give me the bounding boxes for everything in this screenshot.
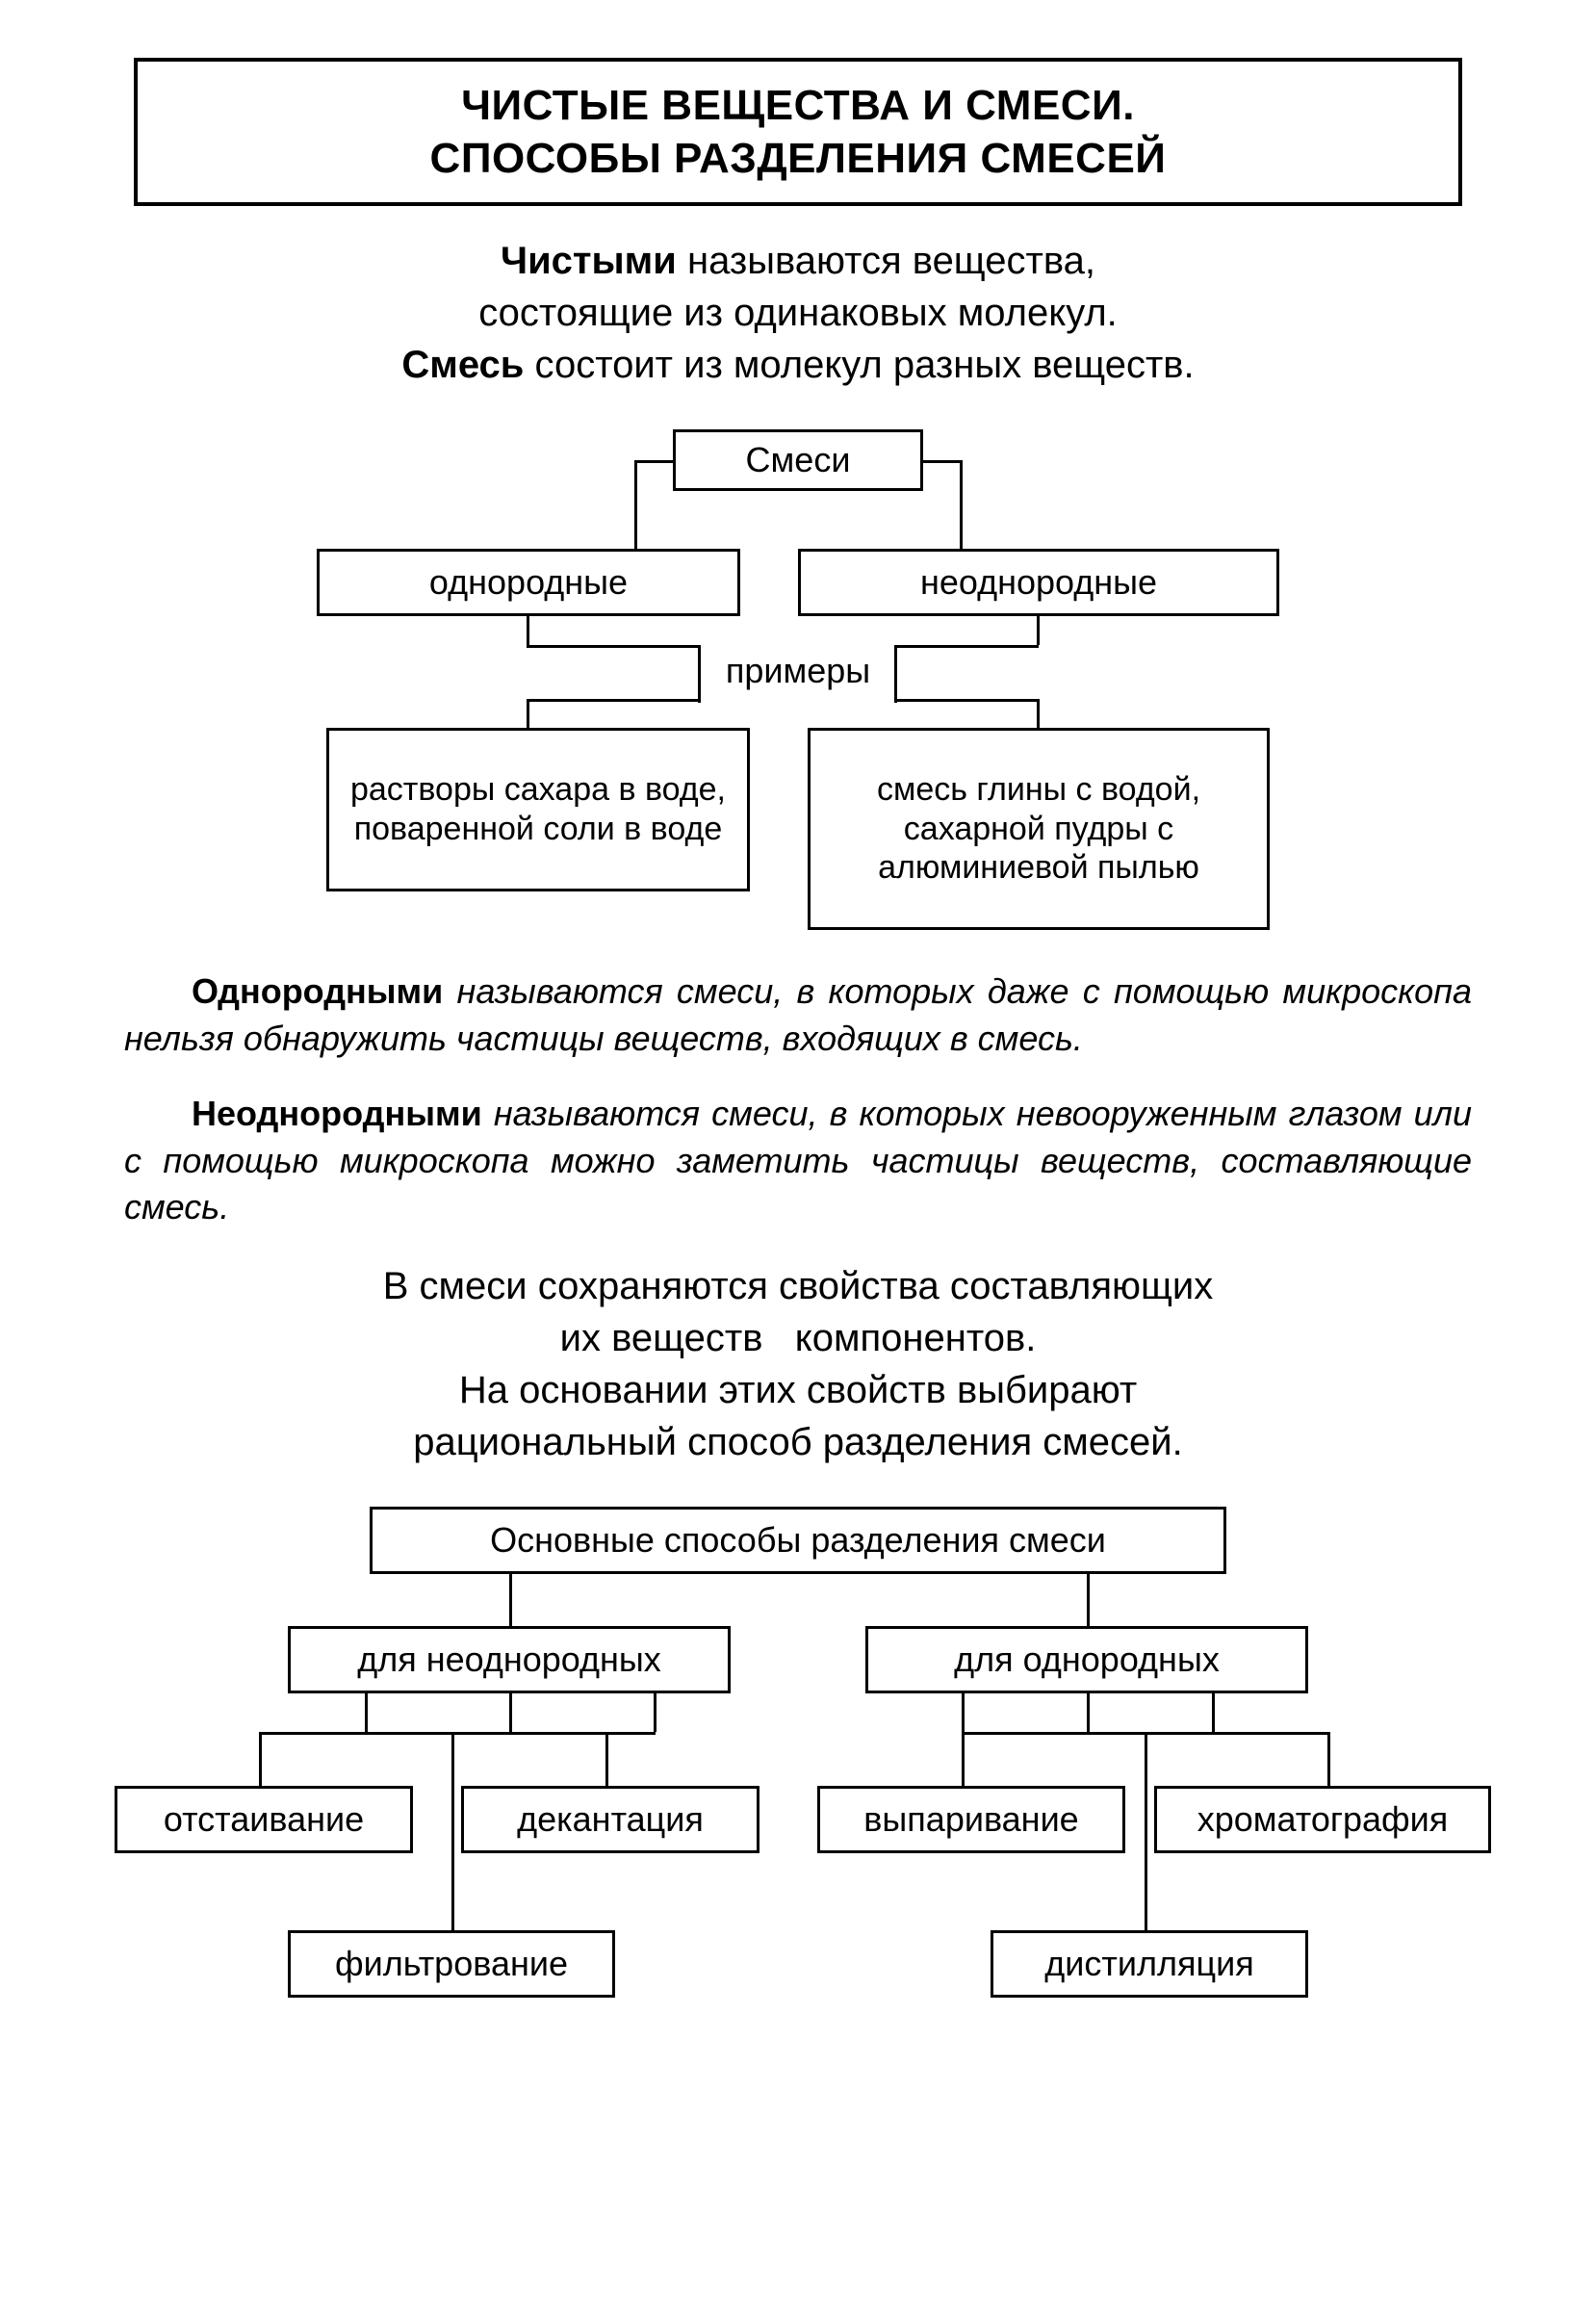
- definition-heterogeneous: Неоднородными называются смеси, в которы…: [124, 1091, 1472, 1231]
- node-distillation-label: дистилляция: [1044, 1943, 1253, 1984]
- title-line-1: ЧИСТЫЕ ВЕЩЕСТВА И СМЕСИ.: [167, 79, 1429, 132]
- connector: [527, 616, 529, 645]
- node-filtration-label: фильтрование: [335, 1943, 568, 1984]
- node-for-homo: для однородных: [865, 1626, 1308, 1693]
- intro-block: Чистыми называются вещества, состоящие и…: [100, 235, 1496, 391]
- connector: [259, 1732, 656, 1735]
- node-heterogeneous: неоднородные: [798, 549, 1279, 616]
- connector: [509, 1574, 512, 1626]
- node-decantation: декантация: [461, 1786, 759, 1853]
- mid-l3: На основании этих свойств выбирают: [459, 1369, 1137, 1411]
- node-methods-root-label: Основные способы разделения смеси: [490, 1519, 1106, 1561]
- connector: [654, 1693, 656, 1732]
- node-example-right-label: смесь глины с водой, сахарной пудры с ал…: [820, 770, 1257, 888]
- node-example-left: растворы сахара в воде, поваренной соли …: [326, 728, 750, 891]
- node-evaporation: выпаривание: [817, 1786, 1125, 1853]
- connector: [451, 1732, 454, 1930]
- connector: [962, 1693, 965, 1732]
- node-sedimentation-label: отстаивание: [164, 1798, 364, 1840]
- diagram-mixtures: Смеси однородные неоднородные примеры: [124, 429, 1472, 968]
- title-box: ЧИСТЫЕ ВЕЩЕСТВА И СМЕСИ. СПОСОБЫ РАЗДЕЛЕ…: [134, 58, 1462, 206]
- intro-text-2: состоящие из одинаковых молекул.: [478, 292, 1118, 334]
- node-evaporation-label: выпаривание: [863, 1798, 1078, 1840]
- node-for-homo-label: для однородных: [954, 1639, 1220, 1680]
- node-chromatography: хроматография: [1154, 1786, 1491, 1853]
- node-homogeneous: однородные: [317, 549, 740, 616]
- node-for-hetero: для неоднородных: [288, 1626, 731, 1693]
- node-example-right: смесь глины с водой, сахарной пудры с ал…: [808, 728, 1270, 930]
- node-root: Смеси: [673, 429, 923, 491]
- connector: [259, 1732, 262, 1786]
- connector: [894, 645, 897, 703]
- diagram-methods: Основные способы разделения смеси для не…: [95, 1507, 1501, 2027]
- mid-l4: рациональный способ разделения смесей.: [413, 1421, 1182, 1463]
- intro-bold-2: Смесь: [401, 344, 524, 386]
- connector: [527, 645, 700, 648]
- connector: [1087, 1693, 1090, 1732]
- connector: [527, 699, 529, 728]
- intro-bold-1: Чистыми: [501, 240, 677, 282]
- mid-l1: В смеси сохраняются свойства составляющи…: [383, 1265, 1214, 1307]
- node-homogeneous-label: однородные: [429, 561, 628, 603]
- connector: [923, 460, 962, 463]
- definition-homogeneous: Однородными называются смеси, в которых …: [124, 968, 1472, 1062]
- connector: [634, 460, 637, 549]
- connector: [962, 1732, 965, 1786]
- connector: [1327, 1732, 1330, 1786]
- def2-lead: Неоднородными: [192, 1094, 482, 1133]
- node-heterogeneous-label: неоднородные: [920, 561, 1157, 603]
- page: ЧИСТЫЕ ВЕЩЕСТВА И СМЕСИ. СПОСОБЫ РАЗДЕЛЕ…: [58, 58, 1538, 2027]
- node-root-label: Смеси: [746, 439, 851, 480]
- connector: [698, 645, 701, 703]
- intro-text-3: состоит из молекул разных веществ.: [524, 344, 1194, 386]
- connector: [605, 1732, 608, 1786]
- connector: [1145, 1732, 1147, 1930]
- connector: [894, 699, 1039, 702]
- node-decantation-label: декантация: [517, 1798, 704, 1840]
- node-filtration: фильтрование: [288, 1930, 615, 1998]
- title-line-2: СПОСОБЫ РАЗДЕЛЕНИЯ СМЕСЕЙ: [167, 132, 1429, 185]
- connector: [509, 1693, 512, 1732]
- connector: [1037, 616, 1040, 645]
- connector: [365, 1693, 368, 1732]
- node-chromatography-label: хроматография: [1197, 1798, 1449, 1840]
- label-examples: примеры: [702, 651, 894, 691]
- connector: [634, 460, 673, 463]
- intro-text-1: называются вещества,: [677, 240, 1095, 282]
- connector: [1087, 1574, 1090, 1626]
- mid-l2: их веществ компонентов.: [560, 1317, 1037, 1359]
- connector: [527, 699, 700, 702]
- connector: [1037, 699, 1040, 728]
- def1-lead: Однородными: [192, 971, 443, 1011]
- node-example-left-label: растворы сахара в воде, поваренной соли …: [339, 770, 737, 849]
- node-distillation: дистилляция: [991, 1930, 1308, 1998]
- middle-block: В смеси сохраняются свойства составляющи…: [124, 1260, 1472, 1468]
- connector: [960, 460, 963, 549]
- connector: [1212, 1693, 1215, 1732]
- node-for-hetero-label: для неоднородных: [357, 1639, 661, 1680]
- node-methods-root: Основные способы разделения смеси: [370, 1507, 1226, 1574]
- connector: [894, 645, 1039, 648]
- node-sedimentation: отстаивание: [115, 1786, 413, 1853]
